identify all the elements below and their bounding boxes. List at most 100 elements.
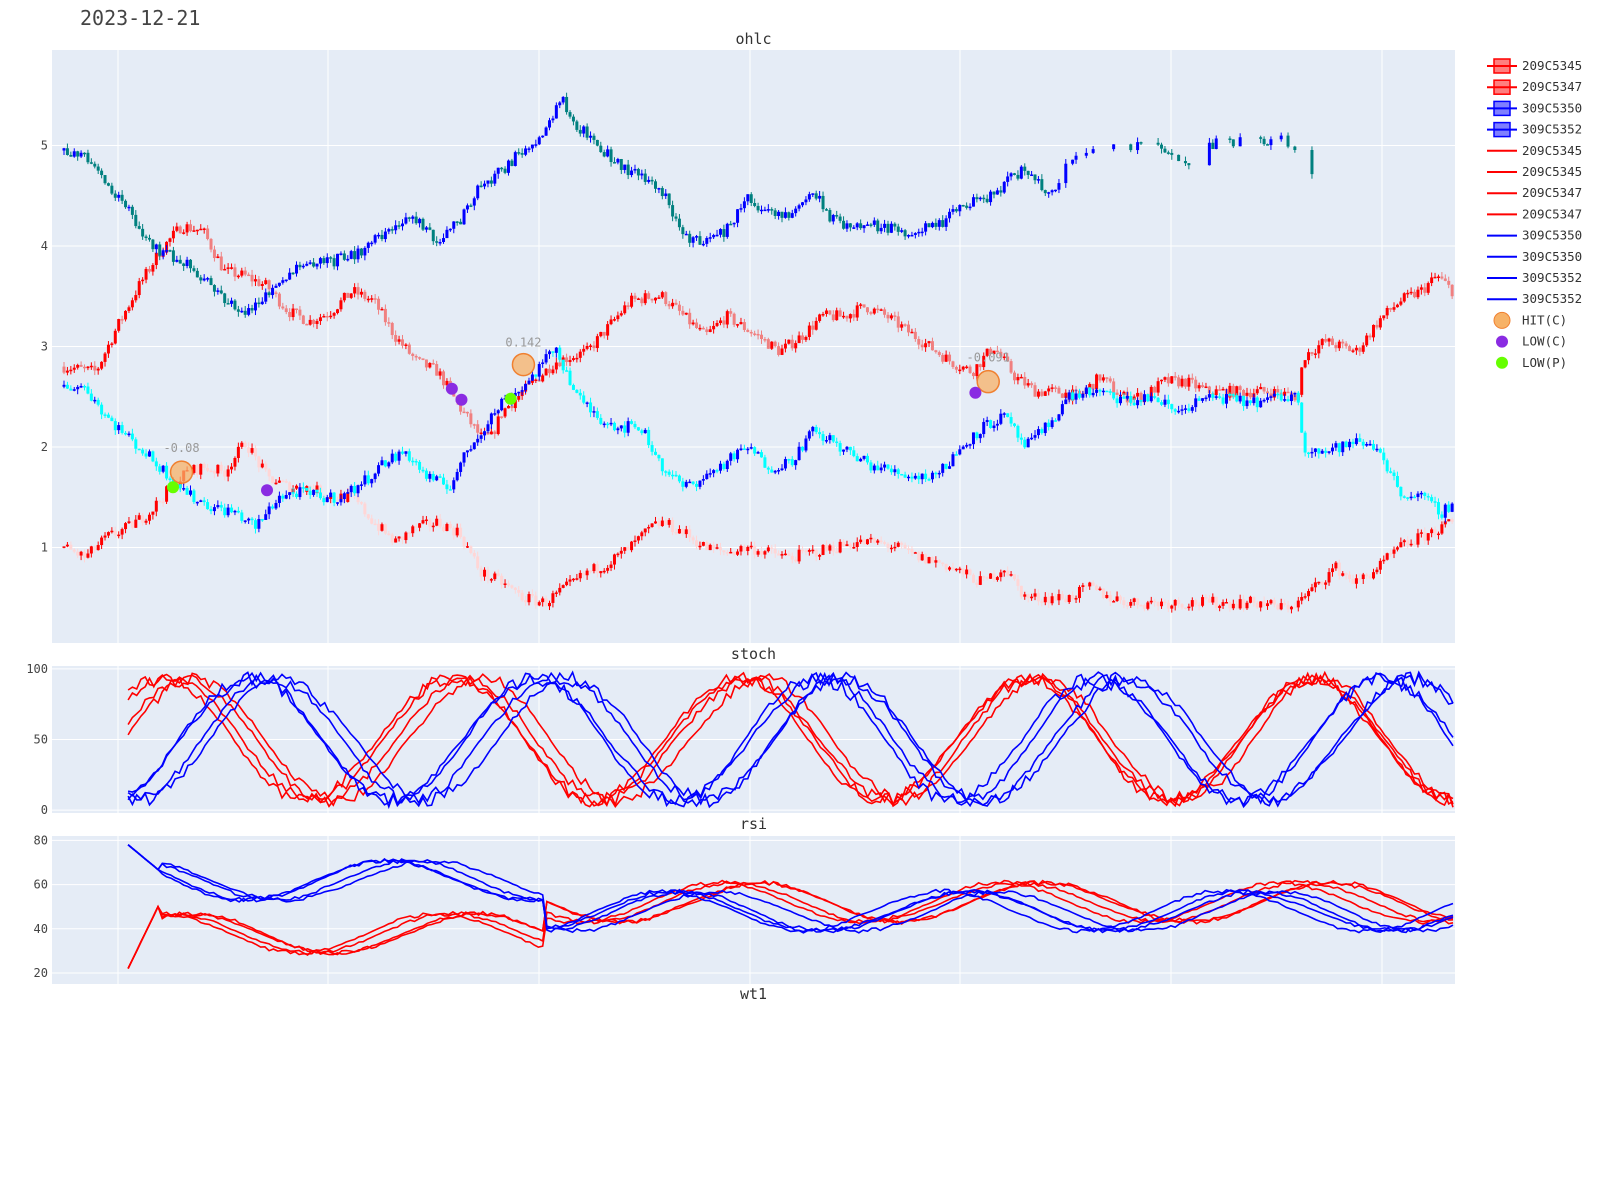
candle-body <box>1279 394 1283 401</box>
candle-body <box>544 598 548 607</box>
legend-item-lowp[interactable]: LOW(P) <box>1496 355 1567 370</box>
candle-body <box>1160 144 1164 149</box>
legend-item-209c5345[interactable]: 209C5345 <box>1487 143 1582 158</box>
candle-body <box>746 329 750 332</box>
candle-body <box>801 549 805 552</box>
candle-body <box>1166 602 1170 609</box>
candle-body <box>1207 142 1211 166</box>
candle-body <box>664 471 668 473</box>
candle-body <box>459 221 463 225</box>
rsi-line-209C5345 <box>127 880 1454 969</box>
candle-body <box>937 472 941 475</box>
candle-body <box>79 551 83 556</box>
legend-item-209c5345[interactable]: 209C5345 <box>1487 58 1582 74</box>
candle-body <box>469 413 473 425</box>
candle-body <box>1050 420 1054 428</box>
legend-item-309c5350[interactable]: 309C5350 <box>1487 249 1582 264</box>
candle-body <box>233 300 237 310</box>
candle-body <box>124 200 128 208</box>
legend-item-309c5350[interactable]: 309C5350 <box>1487 100 1582 117</box>
candle-body <box>934 472 938 475</box>
candle-body <box>999 351 1003 357</box>
candle-body <box>766 547 770 552</box>
candle-body <box>339 253 343 255</box>
candle-body <box>835 310 839 321</box>
candle-body <box>1125 395 1129 399</box>
candle-body <box>274 482 278 485</box>
candle-body <box>1153 386 1157 393</box>
candle-body <box>72 151 76 157</box>
candle-body <box>537 364 541 377</box>
candle-body <box>76 551 80 556</box>
legend-item-309c5352[interactable]: 309C5352 <box>1487 270 1582 285</box>
candle-body <box>602 423 606 426</box>
candle-body <box>934 560 938 563</box>
candle-body <box>595 139 599 146</box>
legend-item-209c5345[interactable]: 209C5345 <box>1487 164 1582 179</box>
candle-body <box>1101 588 1105 598</box>
candle-body <box>462 452 466 463</box>
legend-item-309c5350[interactable]: 309C5350 <box>1487 228 1582 243</box>
candle-body <box>281 480 285 483</box>
candle-body <box>216 464 220 474</box>
candle-body <box>144 453 148 457</box>
candle-body <box>479 185 483 188</box>
candle-body <box>1365 443 1369 446</box>
legend-item-209c5347[interactable]: 209C5347 <box>1487 79 1582 95</box>
candle-body <box>247 518 251 521</box>
candle-body <box>1413 496 1417 499</box>
candle-body <box>257 302 261 305</box>
candle-body <box>681 310 685 315</box>
candle-body <box>264 292 268 302</box>
candle-body <box>130 300 134 308</box>
legend-item-lowc[interactable]: LOW(C) <box>1496 334 1567 349</box>
annotation-label: 0.142 <box>505 336 541 350</box>
candle-body <box>308 319 312 325</box>
candle-body <box>76 364 80 368</box>
candle-body <box>127 521 131 524</box>
candle-body <box>359 291 363 295</box>
candle-body <box>589 135 593 138</box>
candle-body <box>1389 553 1393 555</box>
candle-body <box>623 425 627 433</box>
candle-body <box>718 463 722 471</box>
candle-body <box>756 452 760 454</box>
legend-item-209c5347[interactable]: 209C5347 <box>1487 206 1582 221</box>
marker-lowc <box>445 382 458 395</box>
candle-body <box>141 515 145 523</box>
candle-body <box>257 456 261 468</box>
candle-body <box>1365 335 1369 346</box>
candle-body <box>257 279 261 286</box>
legend-item-hitc[interactable]: HIT(C) <box>1493 311 1567 329</box>
y-tick-label: 60 <box>34 878 48 892</box>
candle-body <box>903 230 907 237</box>
candle-body <box>428 363 432 368</box>
legend-item-209c5347[interactable]: 209C5347 <box>1487 185 1582 200</box>
candle-body <box>445 523 449 532</box>
candle-body <box>390 453 394 463</box>
candle-body <box>1433 529 1437 535</box>
legend-item-309c5352[interactable]: 309C5352 <box>1487 291 1582 306</box>
stoch-line-209C5345 <box>127 671 1454 808</box>
legend-item-309c5352[interactable]: 309C5352 <box>1487 122 1582 138</box>
candle-body <box>247 308 251 315</box>
candle-body <box>1430 529 1434 534</box>
candle-body <box>356 287 360 295</box>
candle-body <box>493 173 497 184</box>
candle-body <box>783 553 787 556</box>
candle-body <box>759 209 763 212</box>
candle-body <box>749 331 753 334</box>
candle-body <box>766 467 770 470</box>
legend[interactable]: 209C5345 209C5347 309C5350 309C5352 209C5345… <box>1487 58 1582 370</box>
candle-body <box>377 523 381 531</box>
candle-body <box>1105 390 1109 393</box>
candle-body <box>1019 437 1023 440</box>
candle-body <box>1006 413 1010 418</box>
candle-body <box>766 209 770 211</box>
candle-body <box>852 546 856 549</box>
candle-body <box>924 473 928 480</box>
candle-body <box>151 451 155 462</box>
candle-body <box>592 345 596 349</box>
candle-body <box>212 470 216 474</box>
candle-body <box>893 223 897 227</box>
